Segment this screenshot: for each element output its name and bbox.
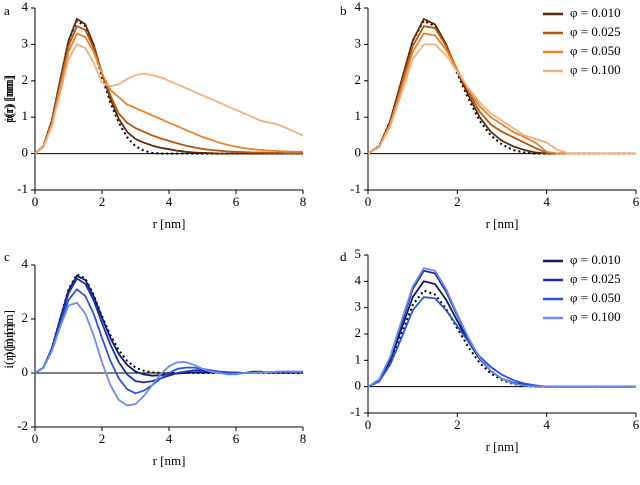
x-tick-label: 0 — [365, 194, 372, 209]
y-tick-label: 1 — [355, 108, 362, 123]
x-tick-label: 2 — [99, 194, 106, 209]
x-axis-label: r [nm] — [486, 439, 519, 454]
x-tick-label: 6 — [233, 431, 240, 446]
y-tick-label: 4 — [22, 0, 29, 14]
series-line — [367, 43, 636, 155]
x-tick-label: 6 — [633, 417, 640, 432]
series-line — [367, 269, 636, 388]
x-tick-label: 2 — [99, 431, 106, 446]
y-tick-label: 3 — [22, 35, 29, 50]
reference-line — [367, 19, 636, 155]
y-tick-label: -2 — [17, 418, 28, 433]
series-line — [34, 43, 304, 155]
y-tick-label: 4 — [355, 272, 362, 287]
x-tick-label: 8 — [300, 431, 307, 446]
legend-label: φ = 0.010 — [570, 252, 621, 267]
series-line — [34, 17, 303, 155]
x-tick-label: 6 — [233, 194, 240, 209]
legend-label: φ = 0.050 — [570, 43, 621, 58]
x-tick-label: 4 — [543, 194, 550, 209]
legend-label: φ = 0.025 — [570, 24, 621, 39]
x-tick-label: 0 — [32, 431, 39, 446]
series-line — [367, 267, 636, 388]
y-axis-label: p(r) [nm] — [1, 310, 16, 358]
x-tick-label: 2 — [454, 194, 461, 209]
y-tick-label: 2 — [22, 310, 29, 325]
y-tick-label: 3 — [355, 299, 362, 314]
x-tick-label: 0 — [32, 194, 39, 209]
x-tick-label: 8 — [300, 194, 307, 209]
y-tick-label: 0 — [22, 364, 29, 379]
y-tick-label: 1 — [355, 351, 362, 366]
y-tick-label: 1 — [22, 108, 29, 123]
legend-label: φ = 0.025 — [570, 271, 621, 286]
y-tick-label: 0 — [22, 145, 29, 160]
legend-label: φ = 0.100 — [570, 309, 621, 324]
series-line — [367, 17, 636, 155]
x-tick-label: 2 — [454, 417, 461, 432]
y-tick-label: -1 — [17, 181, 28, 196]
y-axis-label: i(r) [nm] — [1, 76, 16, 121]
x-tick-label: 4 — [166, 431, 173, 446]
reference-line — [34, 19, 303, 155]
series-line — [34, 25, 303, 155]
y-tick-label: 3 — [355, 35, 362, 50]
series-line — [34, 32, 303, 155]
series-line — [34, 301, 303, 407]
y-tick-label: 0 — [355, 145, 362, 160]
x-tick-label: 0 — [365, 417, 372, 432]
y-tick-label: 2 — [355, 325, 362, 340]
series-line — [34, 288, 303, 395]
y-tick-label: 4 — [355, 0, 362, 14]
y-axis-label: p(r) [nm] — [1, 75, 16, 123]
y-tick-label: 2 — [22, 72, 29, 87]
x-axis-label: r [nm] — [153, 216, 186, 231]
y-tick-label: -1 — [350, 181, 361, 196]
x-tick-label: 4 — [166, 194, 173, 209]
legend-label: φ = 0.050 — [570, 290, 621, 305]
y-tick-label: 0 — [355, 378, 362, 393]
x-tick-label: 6 — [633, 194, 640, 209]
y-tick-label: 4 — [22, 256, 29, 271]
reference-line — [34, 273, 303, 374]
x-axis-label: r [nm] — [486, 216, 519, 231]
y-tick-label: 5 — [355, 246, 362, 261]
y-tick-label: 2 — [355, 72, 362, 87]
y-tick-label: -1 — [350, 404, 361, 419]
legend-label: φ = 0.100 — [570, 62, 621, 77]
panel-label: b — [340, 3, 347, 18]
panel-label: d — [340, 249, 347, 264]
legend-label: φ = 0.010 — [570, 5, 621, 20]
x-axis-label: r [nm] — [153, 453, 186, 468]
y-axis-label: i(r) [nm] — [1, 323, 16, 368]
x-tick-label: 4 — [543, 417, 550, 432]
panel-label: c — [4, 249, 10, 264]
panel-label: a — [4, 3, 10, 18]
